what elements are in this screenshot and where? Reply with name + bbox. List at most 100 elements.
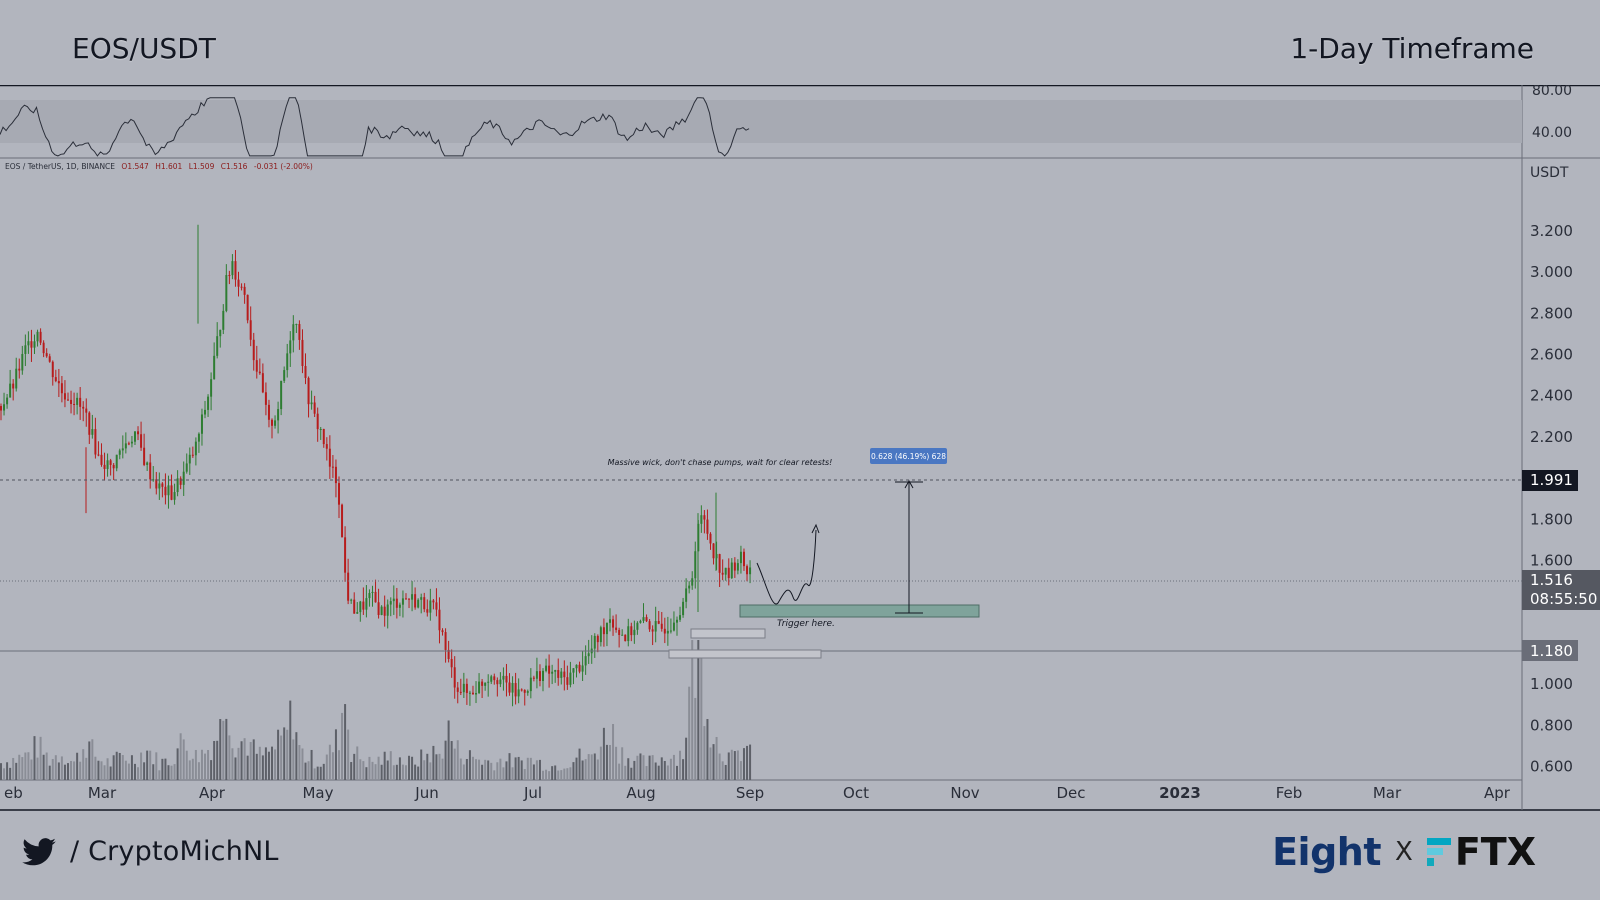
volume-bar [88,741,91,780]
candle-body [535,671,538,679]
candle-body [420,597,423,600]
candle-body [618,629,621,635]
volume-bar [319,766,322,780]
candle-body [170,485,173,500]
volume-bar [146,750,149,780]
twitter-handle[interactable]: / CryptoMichNL [22,836,279,867]
volume-bar [295,732,298,780]
volume-bar [137,767,140,780]
candle-body [207,396,210,410]
volume-bar [423,760,426,780]
volume-bar [118,752,121,780]
volume-bar [548,771,551,780]
volume-bars [0,640,752,780]
volume-bar [54,755,57,780]
volume-bar [404,765,407,780]
volume-bar [654,762,657,780]
volume-bar [94,756,97,780]
candle-body [231,261,234,276]
candle-body [429,600,432,613]
volume-bar [185,750,188,780]
candle-body [27,341,30,346]
volume-bar [444,740,447,780]
candle-body [651,629,654,632]
candle-body [85,408,88,413]
volume-bar [6,762,9,780]
y-tick-4: 2.400 [1530,387,1573,405]
candle-body [155,479,158,489]
volume-bar [672,754,675,780]
candle-body [706,519,709,534]
candle-body [408,598,411,600]
candle-body [143,447,146,465]
ohlc-high: H1.601 [155,162,182,171]
candle-body [709,533,712,544]
projection-arrowhead [811,523,820,534]
volume-bar [487,760,490,780]
fib-label-box [870,448,947,464]
volume-bar [344,704,347,780]
candle-body [328,448,331,467]
last-price-tag [1522,570,1600,610]
candle-body [359,601,362,613]
volume-bar [429,762,432,780]
y-tick-8: 1.000 [1530,675,1573,693]
ftx-logo-text: FTX [1454,830,1536,874]
pair-title: EOS/USDT [72,32,216,65]
volume-bar [21,757,24,780]
candle-body [173,492,176,500]
volume-bar [149,750,152,780]
chart-frame[interactable]: 80.00 40.00 EOS / TetherUS, 1D, BINANCE … [0,83,1600,811]
candle-body [127,443,130,445]
candle-body [228,275,231,277]
candle-body [642,617,645,621]
ftx-mark-icon [1426,838,1451,866]
measure-arrowhead [904,479,914,489]
volume-bar [225,718,228,780]
support-price-tag [1522,640,1578,661]
volume-bar [109,766,112,780]
volume-bar [581,760,584,780]
wick-note: Massive wick, don't chase pumps, wait fo… [608,458,833,467]
volume-bar [261,755,264,780]
candle-body [548,665,551,674]
volume-bar [566,768,569,780]
candle-body [703,515,706,520]
candle-body [615,627,618,630]
volume-bar [575,757,578,780]
volume-bar [484,759,487,780]
volume-bar [267,751,270,780]
candle-body [572,668,575,673]
volume-bar [630,767,633,780]
rsi-tick-80: 80.00 [1532,85,1572,99]
candle-body [526,691,529,693]
candle-body [365,598,368,610]
candle-body [219,329,222,337]
candle-body [581,665,584,672]
candle-body [304,366,307,378]
candle-body [210,379,213,397]
candle-body [283,370,286,381]
volume-bar [688,686,691,780]
volume-bar [742,748,745,780]
volume-bar [73,761,76,780]
volume-bar [283,727,286,780]
candle-body [258,371,261,374]
volume-bar [222,720,225,780]
candle-body [414,594,417,608]
volume-bar [389,751,392,780]
candle-body [76,397,79,405]
candle-body [554,670,557,672]
volume-bar [590,754,593,780]
candle-body [350,599,353,601]
volume-bar [140,752,143,780]
candle-body [505,675,508,683]
volume-bar [438,753,441,780]
x-tick-12: Feb [1276,784,1303,802]
candle-body [30,341,33,348]
x-tick-10: Dec [1056,784,1085,802]
volume-bar [475,759,478,780]
candle-body [453,667,456,688]
volume-bar [666,765,669,780]
price-chart[interactable]: 80.00 40.00 EOS / TetherUS, 1D, BINANCE … [0,83,1600,811]
